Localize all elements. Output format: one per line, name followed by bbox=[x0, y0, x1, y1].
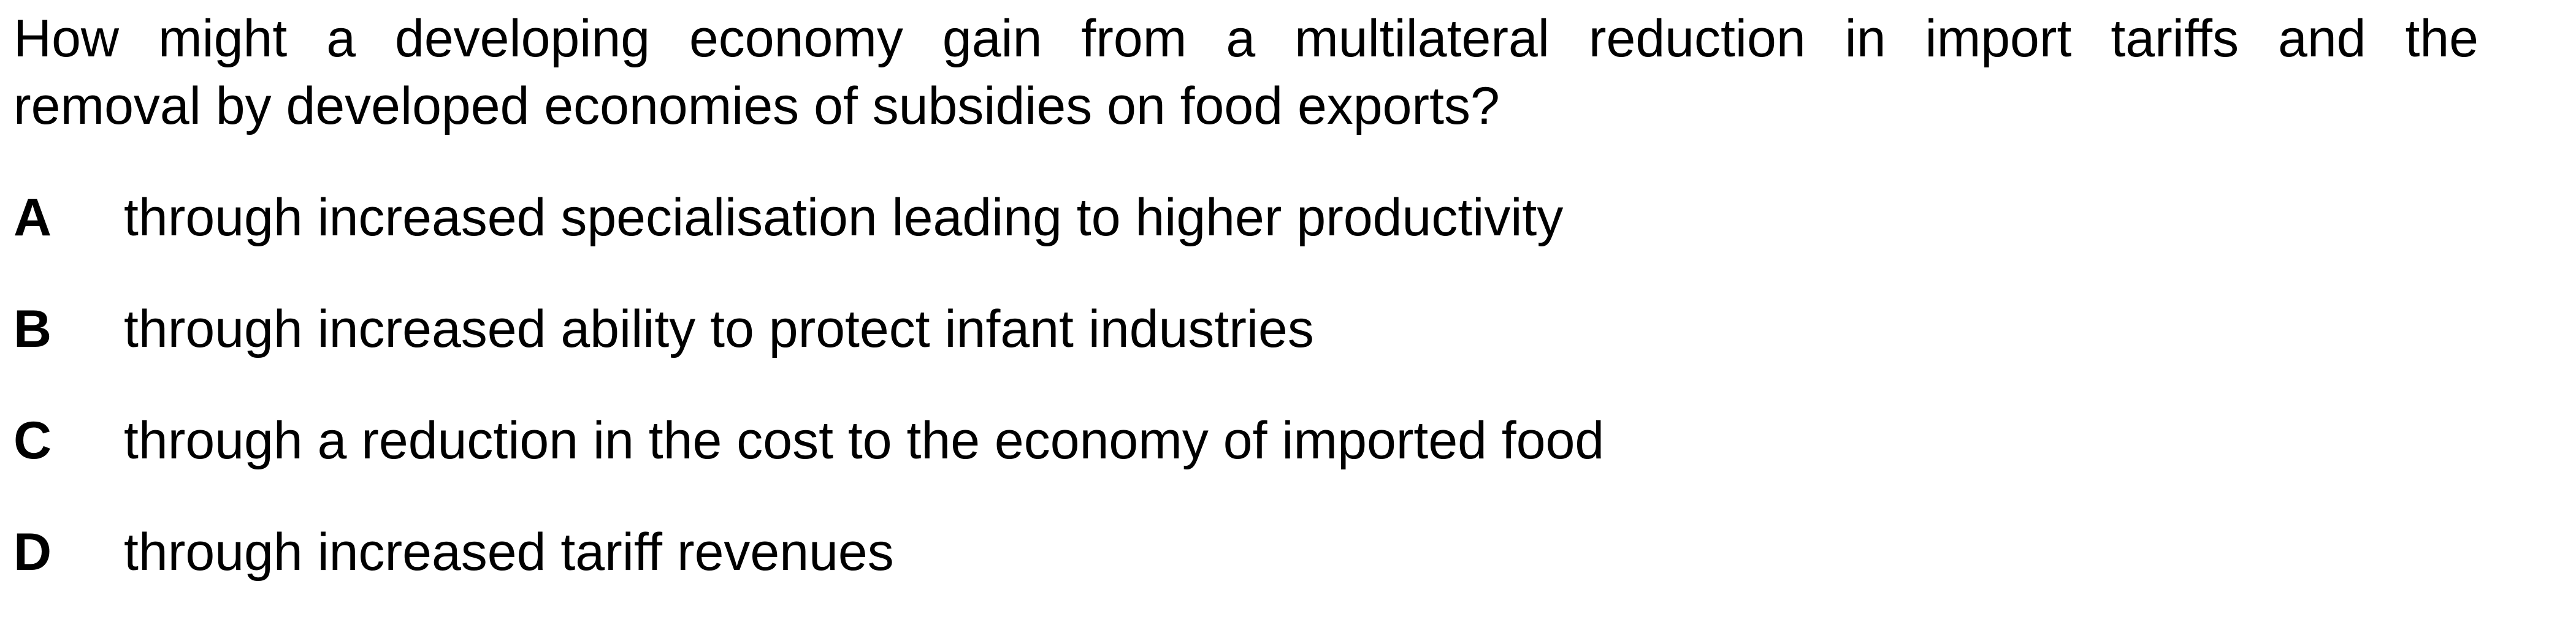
option-letter: A bbox=[13, 188, 52, 247]
question-line-1: How might a developing economy gain from… bbox=[13, 9, 2479, 68]
option-text: through increased specialisation leading… bbox=[124, 188, 1564, 247]
option-text: through a reduction in the cost to the e… bbox=[124, 411, 1605, 470]
option-letter: D bbox=[13, 523, 52, 582]
option-text: through increased ability to protect inf… bbox=[124, 300, 1314, 359]
question-line-2: removal by developed economies of subsid… bbox=[13, 77, 1500, 135]
option-text: through increased tariff revenues bbox=[124, 523, 894, 582]
option-b[interactable]: B through increased ability to protect i… bbox=[13, 295, 2479, 407]
option-d[interactable]: D through increased tariff revenues bbox=[13, 518, 2479, 630]
answer-options: A through increased specialisation leadi… bbox=[13, 184, 2479, 630]
option-a[interactable]: A through increased specialisation leadi… bbox=[13, 184, 2479, 295]
option-c[interactable]: C through a reduction in the cost to the… bbox=[13, 407, 2479, 518]
question-text: How might a developing economy gain from… bbox=[13, 5, 2479, 140]
option-letter: B bbox=[13, 300, 52, 359]
option-letter: C bbox=[13, 411, 52, 470]
question-page: How might a developing economy gain from… bbox=[13, 0, 2479, 611]
